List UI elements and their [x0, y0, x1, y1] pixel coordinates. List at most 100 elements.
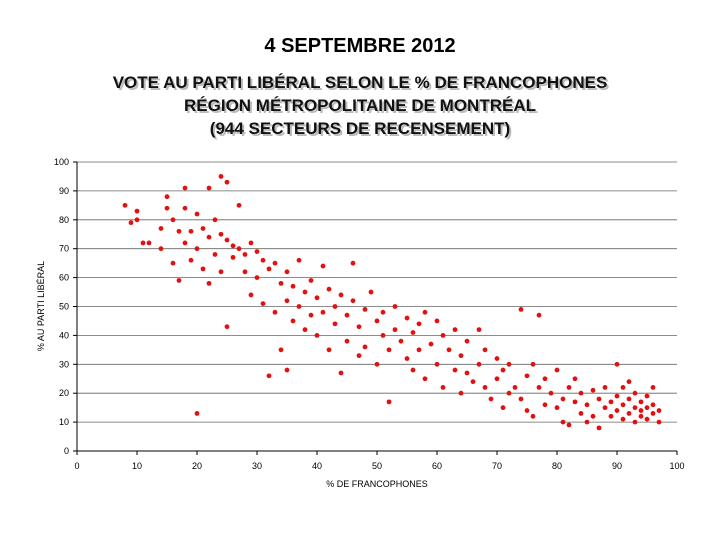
point: [434, 361, 440, 367]
point: [212, 252, 218, 257]
y-tick-label: 100: [54, 157, 69, 167]
point: [176, 278, 182, 283]
subtitle-shadow: RÉGION MÉTROPOLITAINE DE MONTRÉAL: [186, 98, 538, 117]
point: [638, 413, 644, 419]
point: [578, 390, 584, 396]
point: [626, 379, 632, 385]
point: [620, 385, 626, 390]
point: [236, 246, 242, 252]
point: [392, 304, 398, 309]
point: [572, 399, 578, 405]
point: [614, 393, 620, 399]
point: [362, 306, 368, 312]
point: [248, 240, 254, 246]
point: [440, 385, 446, 390]
point: [572, 376, 578, 382]
point: [656, 419, 662, 425]
x-axis-label: % DE FRANCOPHONES: [326, 479, 428, 489]
point: [644, 393, 650, 399]
point: [410, 367, 416, 373]
point: [404, 356, 410, 361]
point: [602, 385, 608, 390]
point: [290, 283, 296, 289]
point: [530, 413, 536, 419]
point: [374, 318, 380, 324]
point: [620, 416, 626, 422]
point: [188, 228, 194, 234]
point: [434, 318, 440, 324]
point: [254, 249, 260, 254]
point: [200, 266, 206, 272]
point: [296, 257, 302, 263]
point: [368, 289, 374, 295]
point: [590, 413, 596, 419]
point: [146, 240, 152, 246]
point: [338, 292, 344, 298]
y-tick-label: 20: [59, 388, 69, 398]
point: [500, 367, 506, 373]
point: [188, 257, 194, 263]
point: [266, 373, 272, 379]
point: [542, 376, 548, 382]
point: [218, 269, 224, 275]
point: [620, 402, 626, 408]
point: [260, 301, 266, 307]
point: [332, 321, 338, 327]
point: [530, 361, 536, 367]
point: [386, 399, 392, 405]
point: [578, 411, 584, 416]
point: [398, 338, 404, 344]
point: [308, 312, 314, 318]
point: [248, 292, 254, 298]
y-tick-label: 60: [59, 273, 69, 283]
point: [308, 278, 314, 283]
point: [560, 419, 566, 425]
point: [170, 217, 176, 223]
subtitle: (944 SECTEURS DE RECENSEMENT): [210, 119, 510, 138]
point: [218, 231, 224, 237]
point: [632, 390, 638, 396]
point: [284, 367, 290, 373]
point: [632, 405, 638, 411]
point: [416, 347, 422, 353]
point: [584, 402, 590, 408]
point: [302, 327, 308, 333]
point: [476, 361, 482, 367]
y-tick-label: 50: [59, 302, 69, 312]
point: [638, 408, 644, 413]
point: [596, 396, 602, 402]
point: [380, 309, 386, 315]
point: [176, 228, 182, 234]
point: [494, 376, 500, 382]
point: [410, 330, 416, 335]
point: [200, 226, 206, 231]
point: [650, 402, 656, 408]
point: [278, 347, 284, 353]
point: [194, 246, 200, 252]
point: [506, 361, 512, 367]
point: [638, 399, 644, 405]
point: [338, 370, 344, 376]
point: [452, 327, 458, 333]
point: [602, 405, 608, 411]
point: [164, 194, 170, 200]
point: [224, 237, 230, 243]
point: [512, 385, 518, 390]
point: [278, 280, 284, 286]
point: [386, 347, 392, 353]
point: [242, 269, 248, 275]
x-tick-label: 100: [669, 461, 684, 471]
point: [272, 260, 278, 266]
point: [428, 341, 434, 347]
point: [206, 280, 212, 286]
point: [464, 370, 470, 376]
point: [422, 309, 428, 315]
point: [626, 396, 632, 402]
point: [644, 416, 650, 422]
point: [554, 367, 560, 373]
point: [440, 333, 446, 338]
y-tick-label: 90: [59, 186, 69, 196]
point: [536, 312, 542, 318]
x-tick-label: 60: [432, 461, 442, 471]
point: [194, 211, 200, 217]
